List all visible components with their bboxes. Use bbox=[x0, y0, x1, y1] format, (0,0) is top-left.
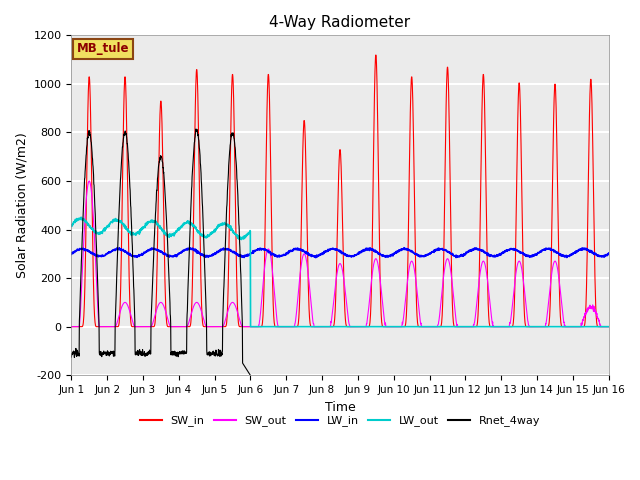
SW_out bbox=[356, 324, 364, 330]
LW_out bbox=[77, 215, 85, 220]
SW_out bbox=[572, 324, 580, 330]
SW_out bbox=[557, 298, 565, 304]
Legend: SW_in, SW_out, LW_in, LW_out, Rnet_4way: SW_in, SW_out, LW_in, LW_out, Rnet_4way bbox=[135, 411, 545, 431]
LW_out bbox=[573, 324, 580, 330]
LW_in bbox=[605, 250, 612, 256]
LW_out bbox=[605, 324, 612, 330]
SW_out bbox=[85, 178, 93, 184]
Text: MB_tule: MB_tule bbox=[77, 42, 129, 55]
LW_in bbox=[497, 252, 504, 258]
Line: Rnet_4way: Rnet_4way bbox=[72, 129, 250, 375]
SW_out bbox=[367, 280, 375, 286]
Line: SW_out: SW_out bbox=[72, 181, 609, 327]
LW_out bbox=[356, 324, 364, 330]
SW_in bbox=[572, 324, 580, 330]
LW_out bbox=[218, 222, 225, 228]
Title: 4-Way Radiometer: 4-Way Radiometer bbox=[269, 15, 411, 30]
LW_in bbox=[312, 255, 319, 261]
Line: LW_in: LW_in bbox=[72, 248, 609, 258]
LW_in bbox=[68, 252, 76, 257]
LW_out bbox=[246, 324, 254, 330]
SW_in bbox=[496, 324, 504, 330]
SW_in bbox=[355, 324, 363, 330]
LW_in bbox=[218, 247, 225, 253]
LW_in bbox=[367, 246, 375, 252]
SW_in bbox=[557, 323, 565, 328]
SW_in bbox=[367, 300, 375, 305]
LW_out bbox=[557, 324, 565, 330]
LW_in bbox=[356, 251, 364, 256]
SW_out bbox=[605, 324, 612, 330]
LW_in bbox=[573, 248, 580, 254]
X-axis label: Time: Time bbox=[324, 400, 355, 413]
LW_in bbox=[400, 245, 408, 251]
LW_out bbox=[367, 324, 375, 330]
SW_out bbox=[218, 324, 225, 330]
SW_in bbox=[218, 324, 225, 330]
Y-axis label: Solar Radiation (W/m2): Solar Radiation (W/m2) bbox=[15, 132, 28, 278]
Rnet_4way bbox=[68, 354, 76, 360]
LW_out bbox=[68, 223, 76, 229]
SW_out bbox=[68, 324, 76, 330]
LW_in bbox=[557, 252, 565, 258]
Rnet_4way bbox=[218, 353, 225, 359]
SW_in bbox=[605, 324, 612, 330]
SW_out bbox=[496, 324, 504, 330]
LW_out bbox=[497, 324, 504, 330]
Line: LW_out: LW_out bbox=[72, 217, 609, 327]
SW_in bbox=[68, 324, 76, 330]
Line: SW_in: SW_in bbox=[72, 55, 609, 327]
SW_in bbox=[372, 52, 380, 58]
